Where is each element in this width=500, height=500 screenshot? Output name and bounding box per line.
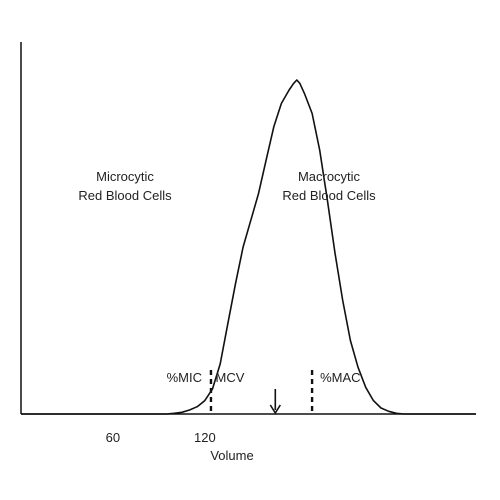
microcytic-label-line2: Red Blood Cells bbox=[78, 188, 172, 203]
macrocytic-label-line1: Macrocytic bbox=[298, 169, 361, 184]
distribution-curve-0 bbox=[21, 79, 476, 415]
tick-layer: 60 120 bbox=[106, 430, 216, 445]
threshold-label-1: %MAC bbox=[320, 370, 360, 385]
curve-layer bbox=[21, 79, 476, 415]
x-tick-label-1: 120 bbox=[194, 430, 216, 445]
microcytic-label-line1: Microcytic bbox=[96, 169, 154, 184]
threshold-label-0: %MIC bbox=[167, 370, 202, 385]
mcv-arrow-head bbox=[269, 404, 281, 414]
threshold-layer: %MIC %MAC bbox=[167, 370, 361, 414]
macrocytic-label-line2: Red Blood Cells bbox=[282, 188, 376, 203]
mcv-label: MCV bbox=[216, 370, 245, 385]
x-axis-label: Volume bbox=[210, 448, 253, 463]
annotation-layer: Microcytic Red Blood Cells Macrocytic Re… bbox=[78, 169, 376, 414]
x-tick-label-0: 60 bbox=[106, 430, 120, 445]
